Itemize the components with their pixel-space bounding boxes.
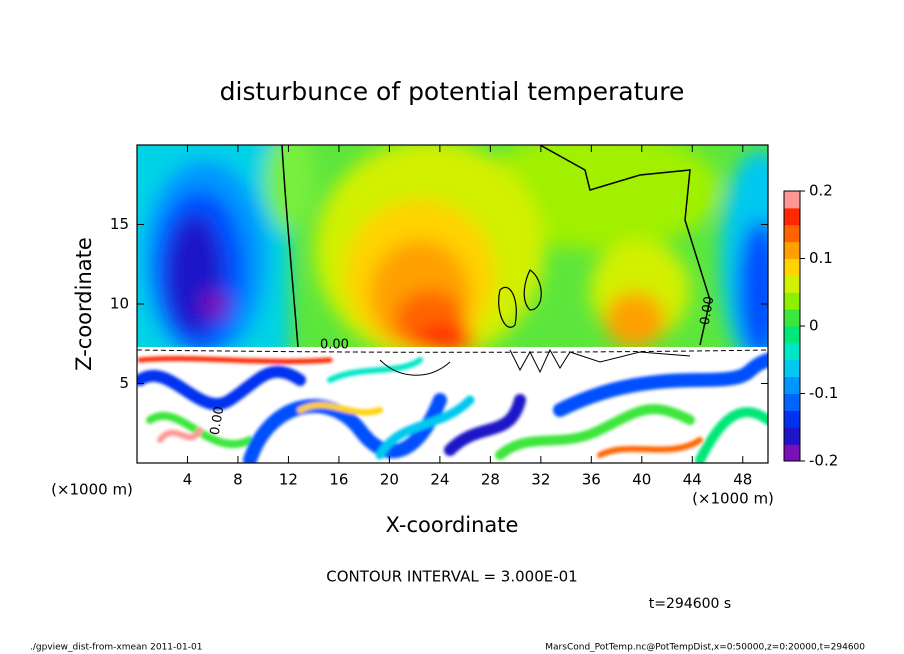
colorbar-band — [784, 342, 800, 361]
colorbar-band — [784, 292, 800, 310]
chart-title: disturbunce of potential temperature — [220, 77, 685, 106]
colorbar-tick-label: 0.2 — [809, 182, 833, 200]
x-tick-label: 44 — [683, 471, 702, 489]
x-tick-label: 20 — [380, 471, 399, 489]
colorbar-band — [784, 410, 800, 428]
time-label: t=294600 s — [649, 596, 731, 612]
x-unit: (×1000 m) — [692, 490, 774, 508]
colorbar-band — [784, 275, 800, 293]
x-axis-label: X-coordinate — [386, 513, 519, 537]
field-lower — [137, 347, 768, 463]
colorbar-band — [784, 393, 800, 411]
contour-label: 0.00 — [320, 338, 349, 353]
colorbar-band — [784, 241, 800, 259]
field-upper — [137, 145, 768, 347]
x-tick-label: 40 — [632, 471, 651, 489]
contour-label: 0.00 — [698, 295, 718, 326]
y-tick-label: 15 — [110, 215, 129, 233]
colorbar-tick-label: -0.1 — [809, 384, 838, 402]
x-tick-label: 32 — [531, 471, 550, 489]
footer-right: MarsCond_PotTemp.nc@PotTempDist,x=0:5000… — [545, 643, 865, 653]
x-tick-label: 48 — [733, 471, 752, 489]
colorbar-tick-label: 0 — [809, 317, 819, 335]
colorbar-band — [784, 359, 800, 378]
colorbar-band — [784, 309, 800, 327]
colorbar-band — [784, 376, 800, 394]
colorbar-band — [784, 258, 800, 276]
colorbar-band — [784, 326, 800, 344]
colorbar-tick-label: -0.2 — [809, 452, 838, 470]
x-tick-label: 16 — [329, 471, 348, 489]
y-tick-label: 5 — [119, 374, 129, 392]
colorbar-band — [784, 224, 800, 243]
x-tick-label: 4 — [183, 471, 193, 489]
colorbar-band — [784, 427, 800, 445]
colorbar-band — [784, 191, 800, 209]
x-tick-label: 24 — [430, 471, 449, 489]
x-tick-label: 8 — [233, 471, 243, 489]
colorbar-band — [784, 207, 800, 226]
y-axis-label: Z-coordinate — [72, 237, 96, 371]
colorbar-tick-label: 0.1 — [809, 249, 833, 267]
colorbar-band — [784, 444, 800, 462]
footer-left: ./gpview_dist-from-xmean 2011-01-01 — [30, 643, 202, 653]
y-tick-label: 10 — [110, 295, 129, 313]
x-tick-label: 12 — [279, 471, 298, 489]
x-tick-label: 36 — [582, 471, 601, 489]
contour-label: 0.00 — [208, 405, 228, 436]
x-tick-label: 28 — [481, 471, 500, 489]
contour-interval: CONTOUR INTERVAL = 3.000E-01 — [326, 568, 577, 586]
x-unit: (×1000 m) — [51, 481, 133, 499]
